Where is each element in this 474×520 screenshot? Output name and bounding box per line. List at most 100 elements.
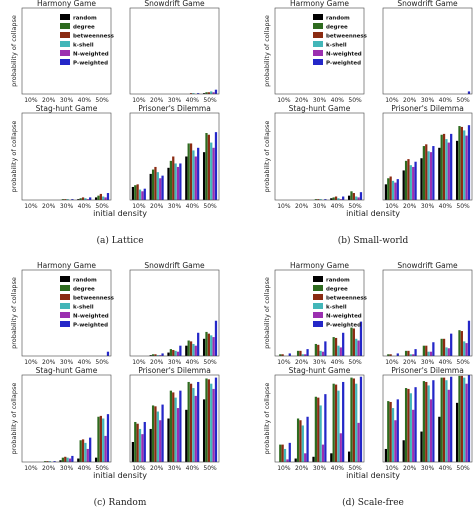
x-tick-label: 40% bbox=[78, 465, 92, 472]
legend-label: k-shell bbox=[326, 305, 347, 311]
bar bbox=[467, 320, 471, 356]
bar bbox=[172, 392, 175, 462]
bar bbox=[420, 158, 423, 200]
bar bbox=[425, 345, 428, 356]
axes-frame bbox=[382, 112, 473, 201]
bar bbox=[159, 355, 162, 356]
bar bbox=[283, 448, 287, 462]
bar bbox=[207, 379, 210, 462]
bar bbox=[81, 197, 85, 200]
bar bbox=[205, 133, 208, 200]
x-tick-label: 40% bbox=[186, 203, 200, 210]
bar bbox=[136, 184, 139, 200]
bar bbox=[319, 405, 322, 462]
x-tick-label: 40% bbox=[439, 97, 453, 104]
bar bbox=[440, 134, 443, 200]
bar bbox=[286, 459, 289, 462]
bar bbox=[409, 165, 412, 200]
x-tick-label: 10% bbox=[132, 359, 146, 366]
subplot-title: Snowdrift Game bbox=[397, 261, 458, 270]
axes-frame bbox=[129, 269, 220, 357]
axes-frame bbox=[129, 112, 220, 201]
bar bbox=[84, 198, 87, 200]
bar bbox=[394, 182, 397, 200]
axes-frame bbox=[274, 7, 365, 95]
bar bbox=[194, 345, 197, 356]
bar bbox=[450, 133, 453, 200]
bar bbox=[68, 458, 72, 462]
legend-label: degree bbox=[326, 287, 348, 293]
bar bbox=[467, 125, 471, 200]
x-tick-label: 20% bbox=[403, 465, 417, 472]
x-tick-label: 20% bbox=[150, 359, 164, 366]
bar bbox=[402, 170, 405, 200]
bar bbox=[94, 197, 98, 200]
bar bbox=[429, 399, 433, 462]
bar bbox=[210, 383, 213, 462]
x-tick-label: 20% bbox=[42, 465, 56, 472]
x-tick-label: 50% bbox=[95, 97, 109, 104]
subplot-title: Harmony Game bbox=[37, 261, 96, 270]
x-tick-label: 30% bbox=[421, 203, 435, 210]
x-tick-label: 50% bbox=[456, 97, 470, 104]
legend-label: degree bbox=[326, 25, 348, 31]
bar bbox=[214, 377, 218, 462]
bar bbox=[342, 196, 345, 200]
bar bbox=[427, 351, 430, 356]
x-tick-label: 40% bbox=[439, 359, 453, 366]
bar bbox=[214, 89, 218, 94]
x-tick-label: 40% bbox=[78, 97, 92, 104]
bar bbox=[179, 390, 182, 462]
x-tick-label: 50% bbox=[203, 97, 217, 104]
bar bbox=[97, 416, 100, 462]
legend-swatch bbox=[313, 321, 323, 327]
legend-swatch bbox=[60, 23, 70, 29]
x-tick-label: 50% bbox=[348, 97, 362, 104]
x-tick-label: 40% bbox=[331, 359, 345, 366]
legend: random degree betweenness k-shell N-weighted… bbox=[313, 276, 368, 329]
subplot-title: Stag-hunt Game bbox=[289, 104, 351, 113]
bar bbox=[161, 175, 164, 200]
axes-frame bbox=[21, 269, 112, 357]
bar bbox=[136, 423, 139, 462]
bar bbox=[156, 411, 159, 462]
bar bbox=[445, 380, 448, 462]
bar bbox=[151, 354, 155, 356]
bar bbox=[161, 353, 164, 356]
subplot-title: Prisoner's Dilemma bbox=[391, 104, 464, 113]
bar bbox=[48, 461, 51, 462]
x-tick-label: 10% bbox=[132, 203, 146, 210]
bar bbox=[294, 458, 297, 462]
y-axis-label: probability of collapse bbox=[263, 15, 271, 87]
bar bbox=[89, 437, 92, 462]
subplot: Harmony Game 10% 20% 30% 40% 50% probability o… bbox=[263, 261, 368, 366]
bar bbox=[301, 425, 304, 462]
x-tick-label: 20% bbox=[295, 97, 309, 104]
bar bbox=[192, 93, 195, 94]
bar bbox=[334, 384, 338, 462]
bar bbox=[66, 457, 69, 462]
bar bbox=[402, 440, 405, 462]
x-tick-label: 20% bbox=[295, 359, 309, 366]
bar bbox=[185, 156, 188, 200]
bar bbox=[440, 377, 443, 462]
x-tick-label: 30% bbox=[168, 97, 182, 104]
bar bbox=[422, 345, 425, 356]
bar bbox=[202, 399, 206, 462]
bar bbox=[205, 92, 208, 94]
bar bbox=[339, 347, 342, 356]
x-tick-label: 10% bbox=[24, 203, 38, 210]
subplot-title: Snowdrift Game bbox=[144, 0, 205, 8]
bar bbox=[455, 140, 459, 200]
bar bbox=[156, 355, 159, 356]
bar bbox=[407, 159, 410, 200]
bar bbox=[167, 167, 170, 200]
bar bbox=[357, 340, 360, 356]
y-axis-label: probability of collapse bbox=[263, 121, 271, 193]
legend-swatch bbox=[60, 50, 70, 56]
bar bbox=[77, 458, 80, 462]
bar bbox=[432, 146, 435, 200]
x-tick-label: 50% bbox=[95, 359, 109, 366]
bar bbox=[304, 354, 307, 356]
